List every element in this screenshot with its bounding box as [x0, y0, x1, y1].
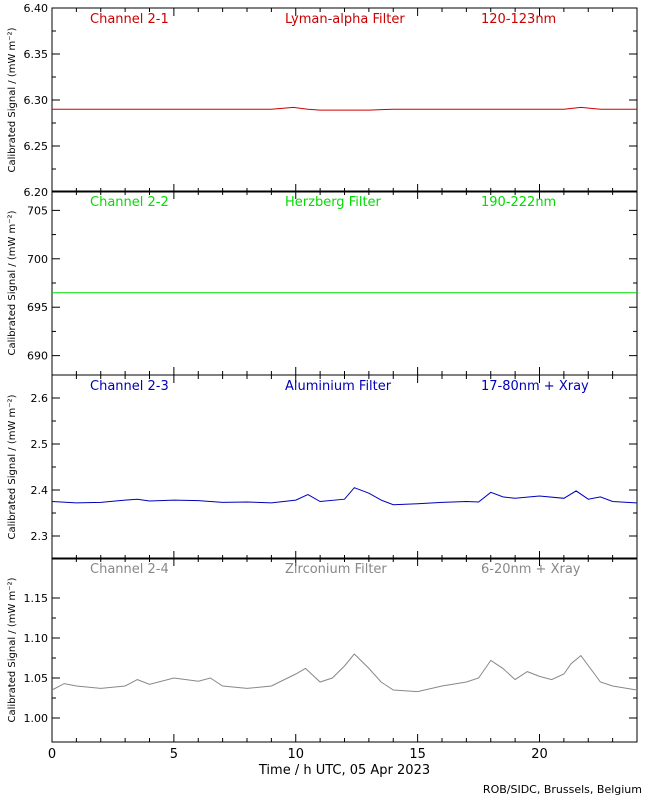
y-tick-label: 1.15 [24, 592, 49, 605]
y-tick-label: 690 [27, 350, 48, 363]
y-tick-label: 2.5 [31, 438, 49, 451]
credit-footer: ROB/SIDC, Brussels, Belgium [482, 783, 642, 796]
band-label: 17-80nm + Xray [481, 379, 589, 394]
y-tick-label: 2.4 [31, 484, 49, 497]
y-tick-label: 6.20 [24, 186, 49, 199]
y-tick-label: 1.00 [24, 712, 49, 725]
panel-frame [51, 190, 638, 376]
series-line [51, 487, 638, 506]
channel-label: Channel 2-1 [90, 12, 169, 27]
y-tick-label: 695 [27, 301, 48, 314]
y-axis-label: Calibrated Signal / (mW m⁻²) [7, 210, 18, 355]
y-tick-label: 1.10 [24, 632, 49, 645]
panel-frame [51, 557, 638, 743]
y-axis-label: Calibrated Signal / (mW m⁻²) [7, 577, 18, 722]
y-axis-label: Calibrated Signal / (mW m⁻²) [7, 394, 18, 539]
x-tick-label: 5 [170, 747, 178, 762]
panel-frame [51, 374, 638, 560]
x-tick-label: 10 [287, 747, 304, 762]
filter-label: Zirconium Filter [285, 562, 387, 577]
y-tick-label: 2.6 [31, 392, 49, 405]
y-axis-label: Calibrated Signal / (mW m⁻²) [7, 27, 18, 172]
series-line [52, 106, 637, 111]
band-label: 120-123nm [481, 12, 556, 27]
channel-label: Channel 2-4 [90, 562, 169, 577]
x-tick-label: 20 [531, 747, 548, 762]
y-tick-label: 2.3 [31, 530, 49, 543]
channel-label: Channel 2-3 [90, 379, 169, 394]
filter-label: Lyman-alpha Filter [285, 12, 405, 27]
x-axis-label: Time / h UTC, 05 Apr 2023 [258, 763, 430, 778]
y-tick-label: 705 [27, 204, 48, 217]
y-tick-label: 6.25 [24, 140, 49, 153]
x-tick-label: 15 [409, 747, 426, 762]
y-tick-label: 6.35 [24, 48, 49, 61]
band-label: 190-222nm [481, 195, 556, 210]
y-tick-label: 6.40 [24, 2, 49, 15]
filter-label: Herzberg Filter [285, 195, 382, 210]
y-tick-label: 700 [27, 253, 48, 266]
series-line [51, 653, 638, 693]
y-tick-label: 1.05 [24, 672, 49, 685]
channel-label: Channel 2-2 [90, 195, 169, 210]
band-label: 6-20nm + Xray [481, 562, 581, 577]
y-tick-label: 6.30 [24, 94, 49, 107]
panel-frame [51, 7, 638, 193]
filter-label: Aluminium Filter [285, 379, 392, 394]
x-tick-label: 0 [48, 747, 56, 762]
